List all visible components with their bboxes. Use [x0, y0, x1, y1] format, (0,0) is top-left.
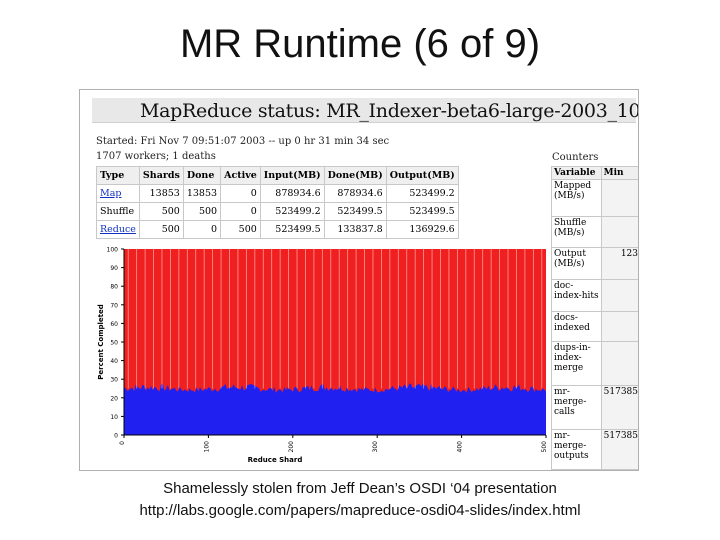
- done-cell: 13853: [182, 184, 222, 203]
- table-row: Reduce 500 0 500 523499.5 133837.8 13692…: [96, 220, 459, 239]
- header-type: Type: [96, 166, 140, 185]
- output-cell: 523499.2: [385, 184, 459, 203]
- counter-name: docs-indexed: [551, 311, 602, 342]
- phases-table: Type Shards Done Active Input(MB) Done(M…: [96, 166, 459, 239]
- counter-name: Shuffle (MB/s): [551, 216, 602, 248]
- counter-name: Mapped (MB/s): [551, 179, 602, 217]
- header-active: Active: [220, 166, 261, 185]
- workers-text: 1707 workers; 1 deaths: [96, 151, 216, 162]
- x-tick-label: 0: [119, 441, 126, 445]
- y-tick-label: 100: [107, 247, 119, 254]
- header-done: Done: [182, 166, 222, 185]
- shards-cell: 500: [138, 202, 184, 221]
- caption-source-url: http://labs.google.com/papers/mapreduce-…: [139, 502, 581, 519]
- done-cell: 500: [182, 202, 222, 221]
- x-tick-label: 400: [457, 441, 464, 453]
- table-row: mr-merge-outputs 517385: [551, 429, 638, 470]
- y-tick-label: 40: [110, 358, 118, 365]
- phases-header-row: Type Shards Done Active Input(MB) Done(M…: [96, 166, 459, 185]
- y-tick-label: 70: [110, 302, 118, 309]
- table-row: Shuffle (MB/s): [551, 216, 638, 248]
- active-cell: 0: [220, 202, 261, 221]
- slide-title: MR Runtime (6 of 9): [179, 22, 541, 66]
- map-link[interactable]: Map: [100, 188, 122, 199]
- output-cell: 136929.6: [385, 220, 459, 239]
- caption-line-1: Shamelessly stolen from Jeff Dean’s OSDI…: [163, 480, 557, 497]
- table-row: Map 13853 13853 0 878934.6 878934.6 5234…: [96, 184, 459, 203]
- counters-header-row: Variable Min: [551, 166, 638, 180]
- y-tick-label: 30: [110, 377, 118, 384]
- counter-value: [600, 341, 638, 386]
- header-min: Min: [600, 166, 638, 180]
- y-tick-label: 90: [110, 265, 118, 272]
- reduce-progress-chart: 0 10 20 30 40 50 60 70 80 90 100 0 100 200 300 400 500 Re…: [97, 247, 548, 464]
- mapreduce-status-screenshot: MapReduce status: MR_Indexer-beta6-large…: [79, 89, 639, 471]
- y-tick-label: 80: [110, 284, 118, 291]
- x-tick-label: 100: [203, 441, 210, 453]
- shards-cell: 13853: [138, 184, 184, 203]
- y-tick-label: 60: [110, 321, 118, 328]
- reduce-link-cell: Reduce: [96, 220, 140, 239]
- header-done-mb: Done(MB): [323, 166, 387, 185]
- header-variable: Variable: [551, 166, 602, 180]
- counter-value: [600, 279, 638, 312]
- counters-label: Counters: [552, 152, 599, 163]
- counter-name: mr-merge-calls: [551, 385, 602, 430]
- y-tick-label: 20: [110, 395, 118, 402]
- input-cell: 878934.6: [259, 184, 325, 203]
- y-tick-label: 10: [110, 414, 118, 421]
- counter-name: doc-index-hits: [551, 279, 602, 312]
- y-axis-label: Percent Completed: [97, 304, 105, 380]
- x-tick-label: 500: [541, 441, 548, 453]
- started-text: Started: Fri Nov 7 09:51:07 2003 -- up 0…: [96, 136, 390, 147]
- x-tick-label: 300: [372, 441, 379, 453]
- counter-value: 517385: [600, 385, 638, 430]
- header-shards: Shards: [138, 166, 184, 185]
- table-row: Output (MB/s) 123: [551, 247, 638, 280]
- reduce-link[interactable]: Reduce: [100, 224, 136, 235]
- counter-value: [600, 179, 638, 217]
- header-output: Output(MB): [385, 166, 459, 185]
- counter-name: Output (MB/s): [551, 247, 602, 280]
- x-tick-label: 200: [288, 441, 295, 453]
- active-cell: 500: [220, 220, 261, 239]
- y-tick-label: 50: [110, 340, 118, 347]
- counter-value: 517385: [600, 429, 638, 470]
- input-cell: 523499.2: [259, 202, 325, 221]
- status-header: MapReduce status: MR_Indexer-beta6-large…: [92, 98, 638, 123]
- header-input: Input(MB): [259, 166, 325, 185]
- y-tick-label: 0: [114, 433, 118, 440]
- done-mb-cell: 133837.8: [323, 220, 387, 239]
- done-mb-cell: 878934.6: [323, 184, 387, 203]
- input-cell: 523499.5: [259, 220, 325, 239]
- status-title: MapReduce status: MR_Indexer-beta6-large…: [140, 100, 638, 122]
- counter-value: 123: [600, 247, 638, 280]
- active-cell: 0: [220, 184, 261, 203]
- table-row: docs-indexed: [551, 311, 638, 342]
- counter-value: [600, 216, 638, 248]
- done-mb-cell: 523499.5: [323, 202, 387, 221]
- counter-name: dups-in-index-merge: [551, 341, 602, 386]
- counter-name: mr-merge-outputs: [551, 429, 602, 470]
- table-row: dups-in-index-merge: [551, 341, 638, 386]
- table-row: mr-merge-calls 517385: [551, 385, 638, 430]
- done-area: [124, 383, 546, 435]
- counter-value: [600, 311, 638, 342]
- counters-table: Variable Min Mapped (MB/s) Shuffle (MB/s…: [551, 166, 638, 470]
- x-axis-label: Reduce Shard: [248, 456, 303, 464]
- map-link-cell: Map: [96, 184, 140, 203]
- table-row: Mapped (MB/s): [551, 179, 638, 217]
- shuffle-cell: Shuffle: [96, 202, 140, 221]
- table-row: Shuffle 500 500 0 523499.2 523499.5 5234…: [96, 202, 459, 221]
- table-row: doc-index-hits: [551, 279, 638, 312]
- shards-cell: 500: [138, 220, 184, 239]
- done-cell: 0: [182, 220, 222, 239]
- output-cell: 523499.5: [385, 202, 459, 221]
